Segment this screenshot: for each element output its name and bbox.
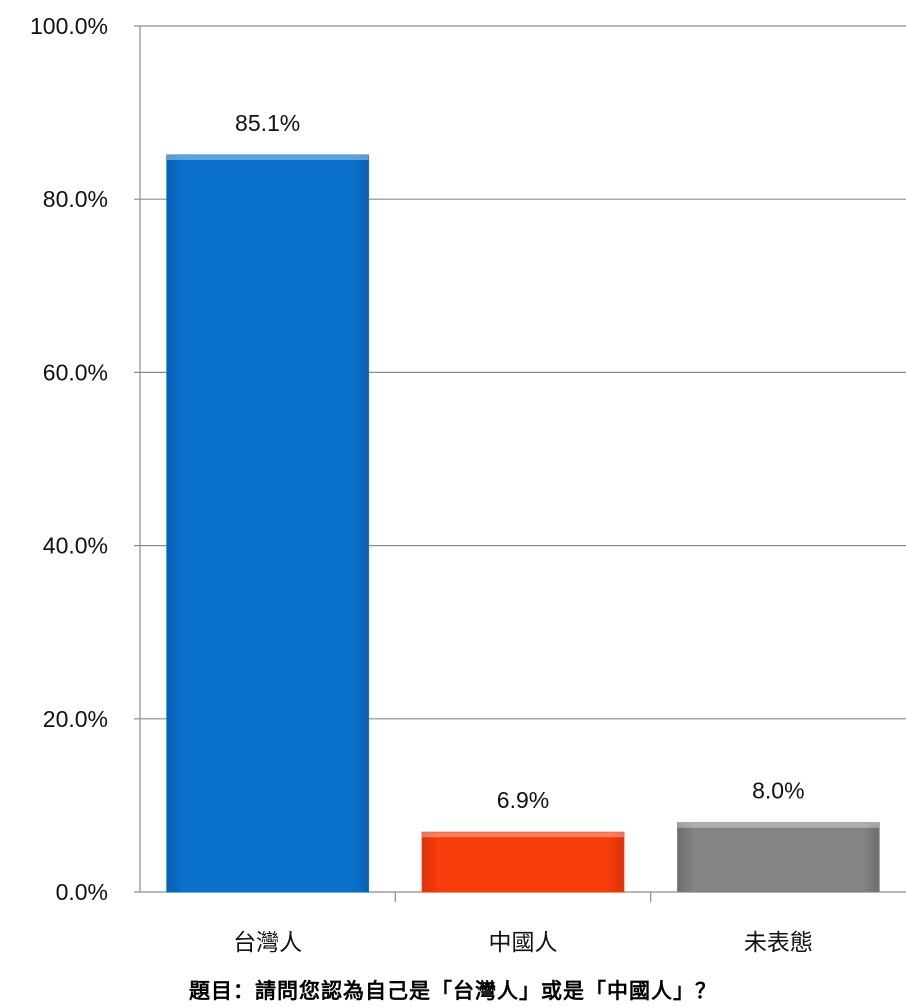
data-label: 8.0% [752, 778, 804, 804]
category-label: 中國人 [489, 930, 558, 956]
y-tick-label: 60.0% [43, 359, 108, 385]
data-label: 6.9% [497, 787, 549, 813]
bars [166, 154, 880, 893]
bar-bevel [677, 822, 880, 828]
bar-bevel [422, 832, 624, 838]
bar [676, 822, 880, 893]
y-tick-label: 40.0% [43, 533, 108, 559]
bar-chart: 0.0% 20.0% 40.0% 60.0% 80.0% 100.0% 85.1% 6.9%… [30, 13, 906, 956]
bar [421, 831, 625, 893]
bar [166, 154, 370, 893]
y-tick-label: 100.0% [30, 13, 108, 39]
category-label: 台灣人 [233, 930, 302, 956]
y-axis-ticks: 0.0% 20.0% 40.0% 60.0% 80.0% 100.0% [30, 13, 108, 905]
data-labels: 85.1% 6.9% 8.0% [235, 110, 804, 813]
data-label: 85.1% [235, 110, 300, 136]
bar-1 [166, 154, 370, 893]
y-tick-label: 0.0% [56, 879, 108, 905]
category-label: 未表態 [744, 930, 813, 956]
chart-title: 題目：請問您認為自己是「台灣人」或是「中國人」？ [189, 979, 717, 1003]
bar-3 [676, 822, 880, 893]
y-tick-label: 80.0% [43, 186, 108, 212]
bar-bevel [166, 155, 369, 161]
bar-2 [421, 831, 625, 893]
y-tick-label: 20.0% [43, 706, 108, 732]
category-labels: 台灣人 中國人 未表態 [233, 930, 813, 956]
